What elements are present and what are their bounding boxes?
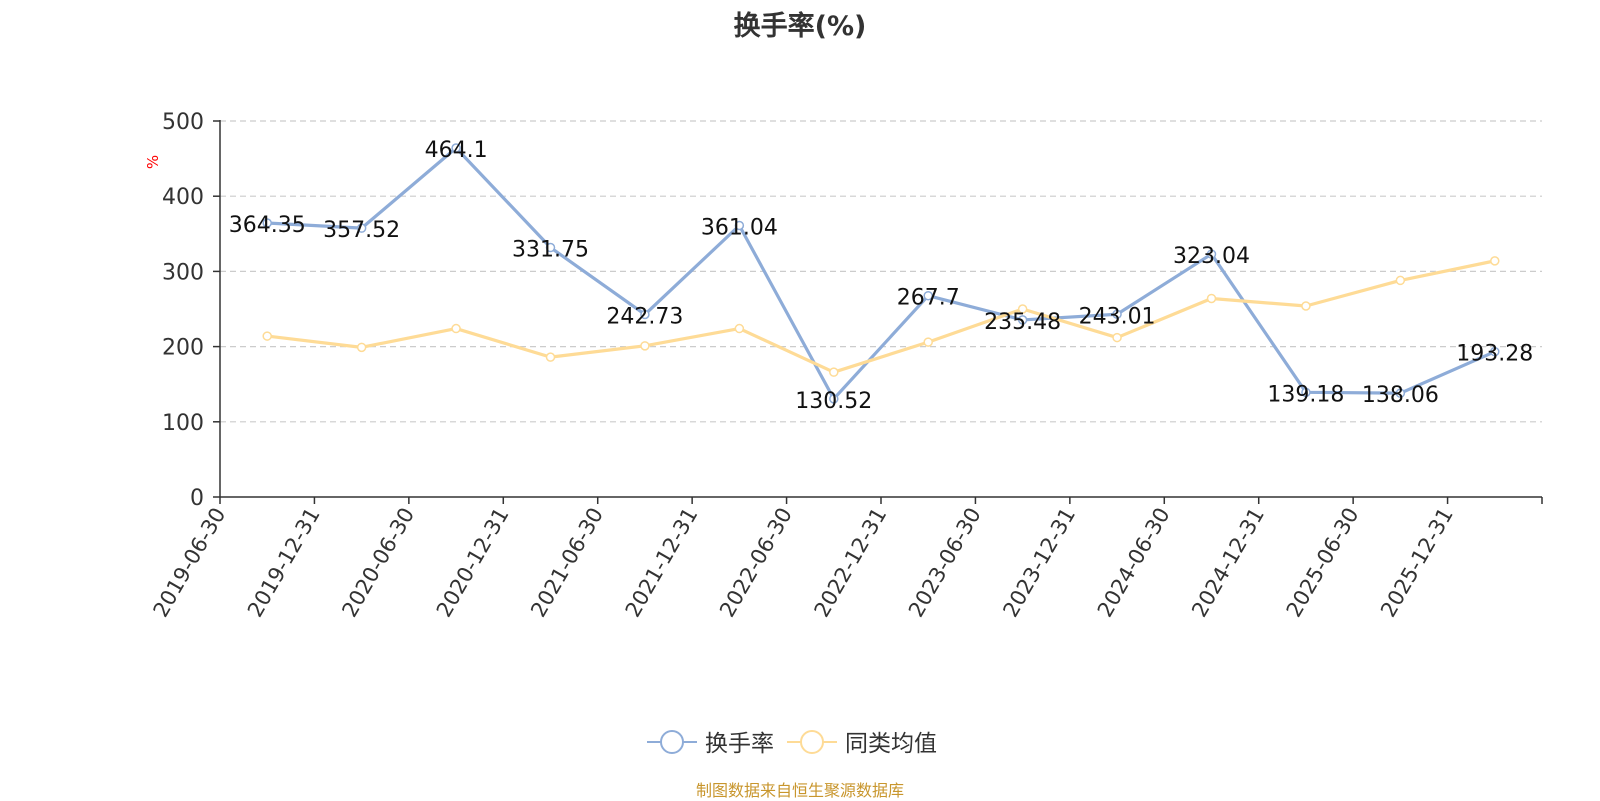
data-point [1395, 275, 1406, 286]
series-line-peer-average [267, 259, 1496, 374]
y-tick-label: 200 [162, 336, 204, 361]
data-label: 357.52 [323, 218, 400, 243]
data-point [734, 323, 745, 334]
x-tick-label: 2024-12-31 [1187, 504, 1269, 622]
legend-label: 换手率 [705, 731, 774, 757]
x-tick-label: 2022-06-30 [715, 504, 797, 622]
data-point [1395, 388, 1406, 398]
data-point [1017, 315, 1028, 325]
data-point [262, 331, 272, 341]
x-tick-label: 2022-12-31 [810, 504, 892, 622]
data-point [829, 394, 839, 404]
y-tick-label: 0 [190, 486, 204, 511]
x-tick-label: 2020-12-31 [432, 504, 514, 622]
data-point [545, 242, 556, 253]
data-point [1490, 256, 1500, 266]
x-tick-label: 2019-06-30 [149, 504, 231, 622]
data-source-caption: 制图数据来自恒生聚源数据库 [695, 781, 904, 800]
data-label: 138.06 [1362, 383, 1439, 408]
data-point [1490, 346, 1500, 357]
y-tick-label: 500 [162, 110, 204, 135]
y-tick-label: 300 [162, 260, 204, 285]
x-tick-label: 2019-12-31 [243, 504, 325, 622]
data-point [640, 341, 650, 351]
data-point [1112, 332, 1122, 343]
data-label: 361.04 [701, 215, 778, 240]
x-tick-label: 2025-12-31 [1376, 504, 1458, 622]
data-label: 331.75 [512, 238, 589, 263]
x-tick-label: 2023-06-30 [904, 504, 986, 622]
series-lines [262, 143, 1500, 404]
data-point [1301, 301, 1311, 311]
data-label: 323.04 [1173, 244, 1250, 269]
y-tick-label: 100 [162, 411, 204, 436]
x-tick-label: 2024-06-30 [1093, 504, 1175, 622]
data-label: 193.28 [1456, 342, 1533, 367]
x-tick-label: 2021-12-31 [621, 504, 703, 622]
x-tick-label: 2023-12-31 [998, 504, 1080, 622]
x-tick-label: 2021-06-30 [526, 504, 608, 622]
legend-swatch-marker [800, 730, 824, 754]
x-tick-label: 2020-06-30 [337, 504, 419, 622]
legend: 换手率 同类均值 [647, 730, 937, 757]
data-point [356, 223, 367, 233]
y-tick-label: 400 [162, 185, 204, 210]
data-point [451, 143, 461, 153]
data-label: 267.7 [897, 286, 960, 311]
data-labels: 364.35 357.52 464.1 331.75 242.73 361.04 130.5… [229, 138, 1534, 414]
data-label: 139.18 [1267, 382, 1344, 407]
legend-swatch-marker [660, 730, 684, 754]
series-line-turnover [267, 146, 1496, 401]
data-label: 235.48 [984, 310, 1061, 335]
data-label: 464.1 [425, 138, 488, 163]
data-point [1206, 293, 1217, 304]
legend-item: 同类均值 [787, 730, 937, 757]
x-tick-label: 2025-06-30 [1282, 504, 1364, 622]
data-label: 243.01 [1079, 304, 1156, 329]
grid-lines [220, 120, 1542, 423]
data-point [1112, 309, 1122, 320]
data-point [923, 290, 933, 301]
data-point [262, 218, 272, 228]
data-point [923, 337, 933, 347]
data-point [1017, 304, 1028, 314]
legend-item: 换手率 [647, 730, 774, 757]
data-point [1206, 249, 1217, 259]
data-point [1301, 387, 1311, 398]
data-point [640, 309, 650, 320]
data-point [451, 323, 461, 334]
data-point [545, 352, 556, 362]
y-axis-unit-label: % [144, 155, 162, 169]
data-point [829, 367, 839, 377]
data-point [734, 220, 745, 231]
chart-title: 换手率(%) [733, 11, 867, 42]
data-label: 242.73 [606, 304, 683, 329]
data-label: 364.35 [229, 213, 306, 238]
data-point [356, 342, 367, 353]
legend-label: 同类均值 [845, 731, 937, 757]
data-label: 130.52 [795, 389, 872, 414]
